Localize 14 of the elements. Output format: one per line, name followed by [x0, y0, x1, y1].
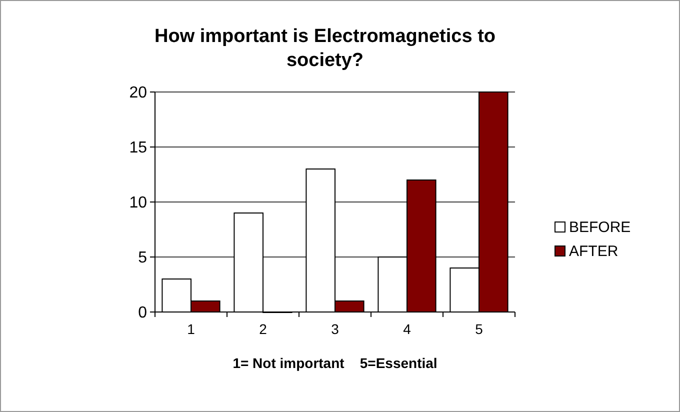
- y-tick-label: 20: [129, 84, 148, 102]
- x-axis-title: 1= Not important 5=Essential: [232, 355, 438, 371]
- y-tick-label: 5: [138, 250, 148, 267]
- legend-label: AFTER: [569, 243, 618, 260]
- x-tick-label: 4: [403, 321, 412, 337]
- x-tick-label: 1: [187, 321, 196, 337]
- x-tick-label: 2: [259, 321, 268, 337]
- legend-label: BEFORE: [569, 219, 631, 236]
- x-tick-label: 5: [475, 321, 484, 337]
- y-tick-label: 15: [129, 140, 148, 157]
- y-tick-label: 10: [129, 194, 148, 212]
- x-tick-label: 3: [331, 321, 340, 337]
- chart-title: How important is Electromagnetics to society?: [154, 26, 496, 71]
- y-tick-label: 0: [138, 304, 148, 322]
